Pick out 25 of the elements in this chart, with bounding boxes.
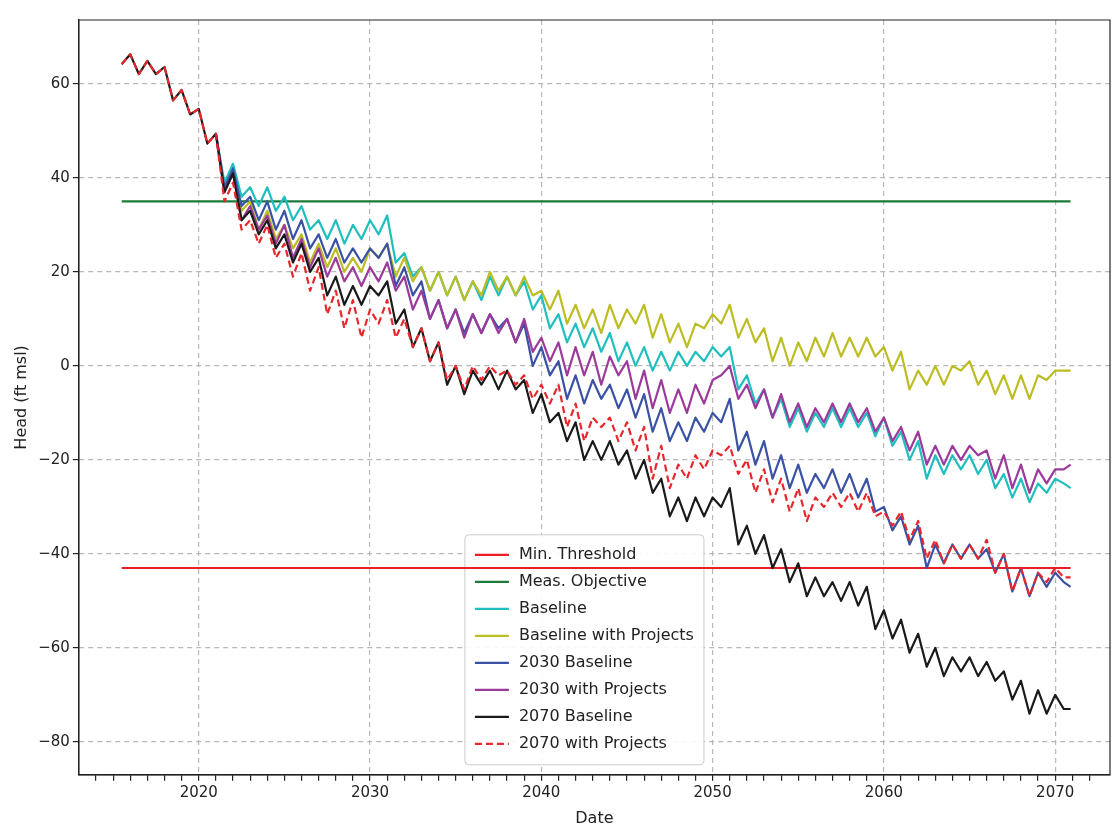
legend-label: Baseline bbox=[518, 597, 587, 617]
legend-label: 2070 with Projects bbox=[518, 732, 667, 752]
legend-label: 2070 Baseline bbox=[518, 705, 633, 725]
x-tick-label: 2050 bbox=[693, 782, 732, 801]
legend-label: 2030 Baseline bbox=[518, 651, 633, 671]
x-tick-label: 2040 bbox=[522, 782, 561, 801]
x-tick-label: 2030 bbox=[350, 782, 390, 801]
y-tick-label: −80 bbox=[38, 731, 70, 750]
x-tick-label: 2060 bbox=[864, 782, 903, 801]
y-axis-title: Head (ft msl) bbox=[10, 345, 30, 450]
x-tick-label: 2070 bbox=[1036, 782, 1075, 801]
x-tick-label: 2020 bbox=[179, 782, 218, 801]
y-tick-label: −40 bbox=[38, 543, 70, 562]
legend-label: Baseline with Projects bbox=[518, 624, 694, 644]
legend-label: Min. Threshold bbox=[518, 543, 637, 563]
y-tick-label: 20 bbox=[50, 261, 70, 280]
y-tick-label: −20 bbox=[38, 449, 70, 468]
y-tick-label: 60 bbox=[50, 73, 70, 92]
y-tick-label: 40 bbox=[50, 167, 70, 186]
legend-label: Meas. Objective bbox=[518, 570, 647, 590]
y-tick-label: 0 bbox=[60, 355, 70, 374]
line-series bbox=[120, 53, 1072, 598]
y-tick-label: −60 bbox=[38, 637, 70, 656]
x-axis-title: Date bbox=[575, 807, 614, 827]
legend-label: 2030 with Projects bbox=[518, 678, 667, 698]
